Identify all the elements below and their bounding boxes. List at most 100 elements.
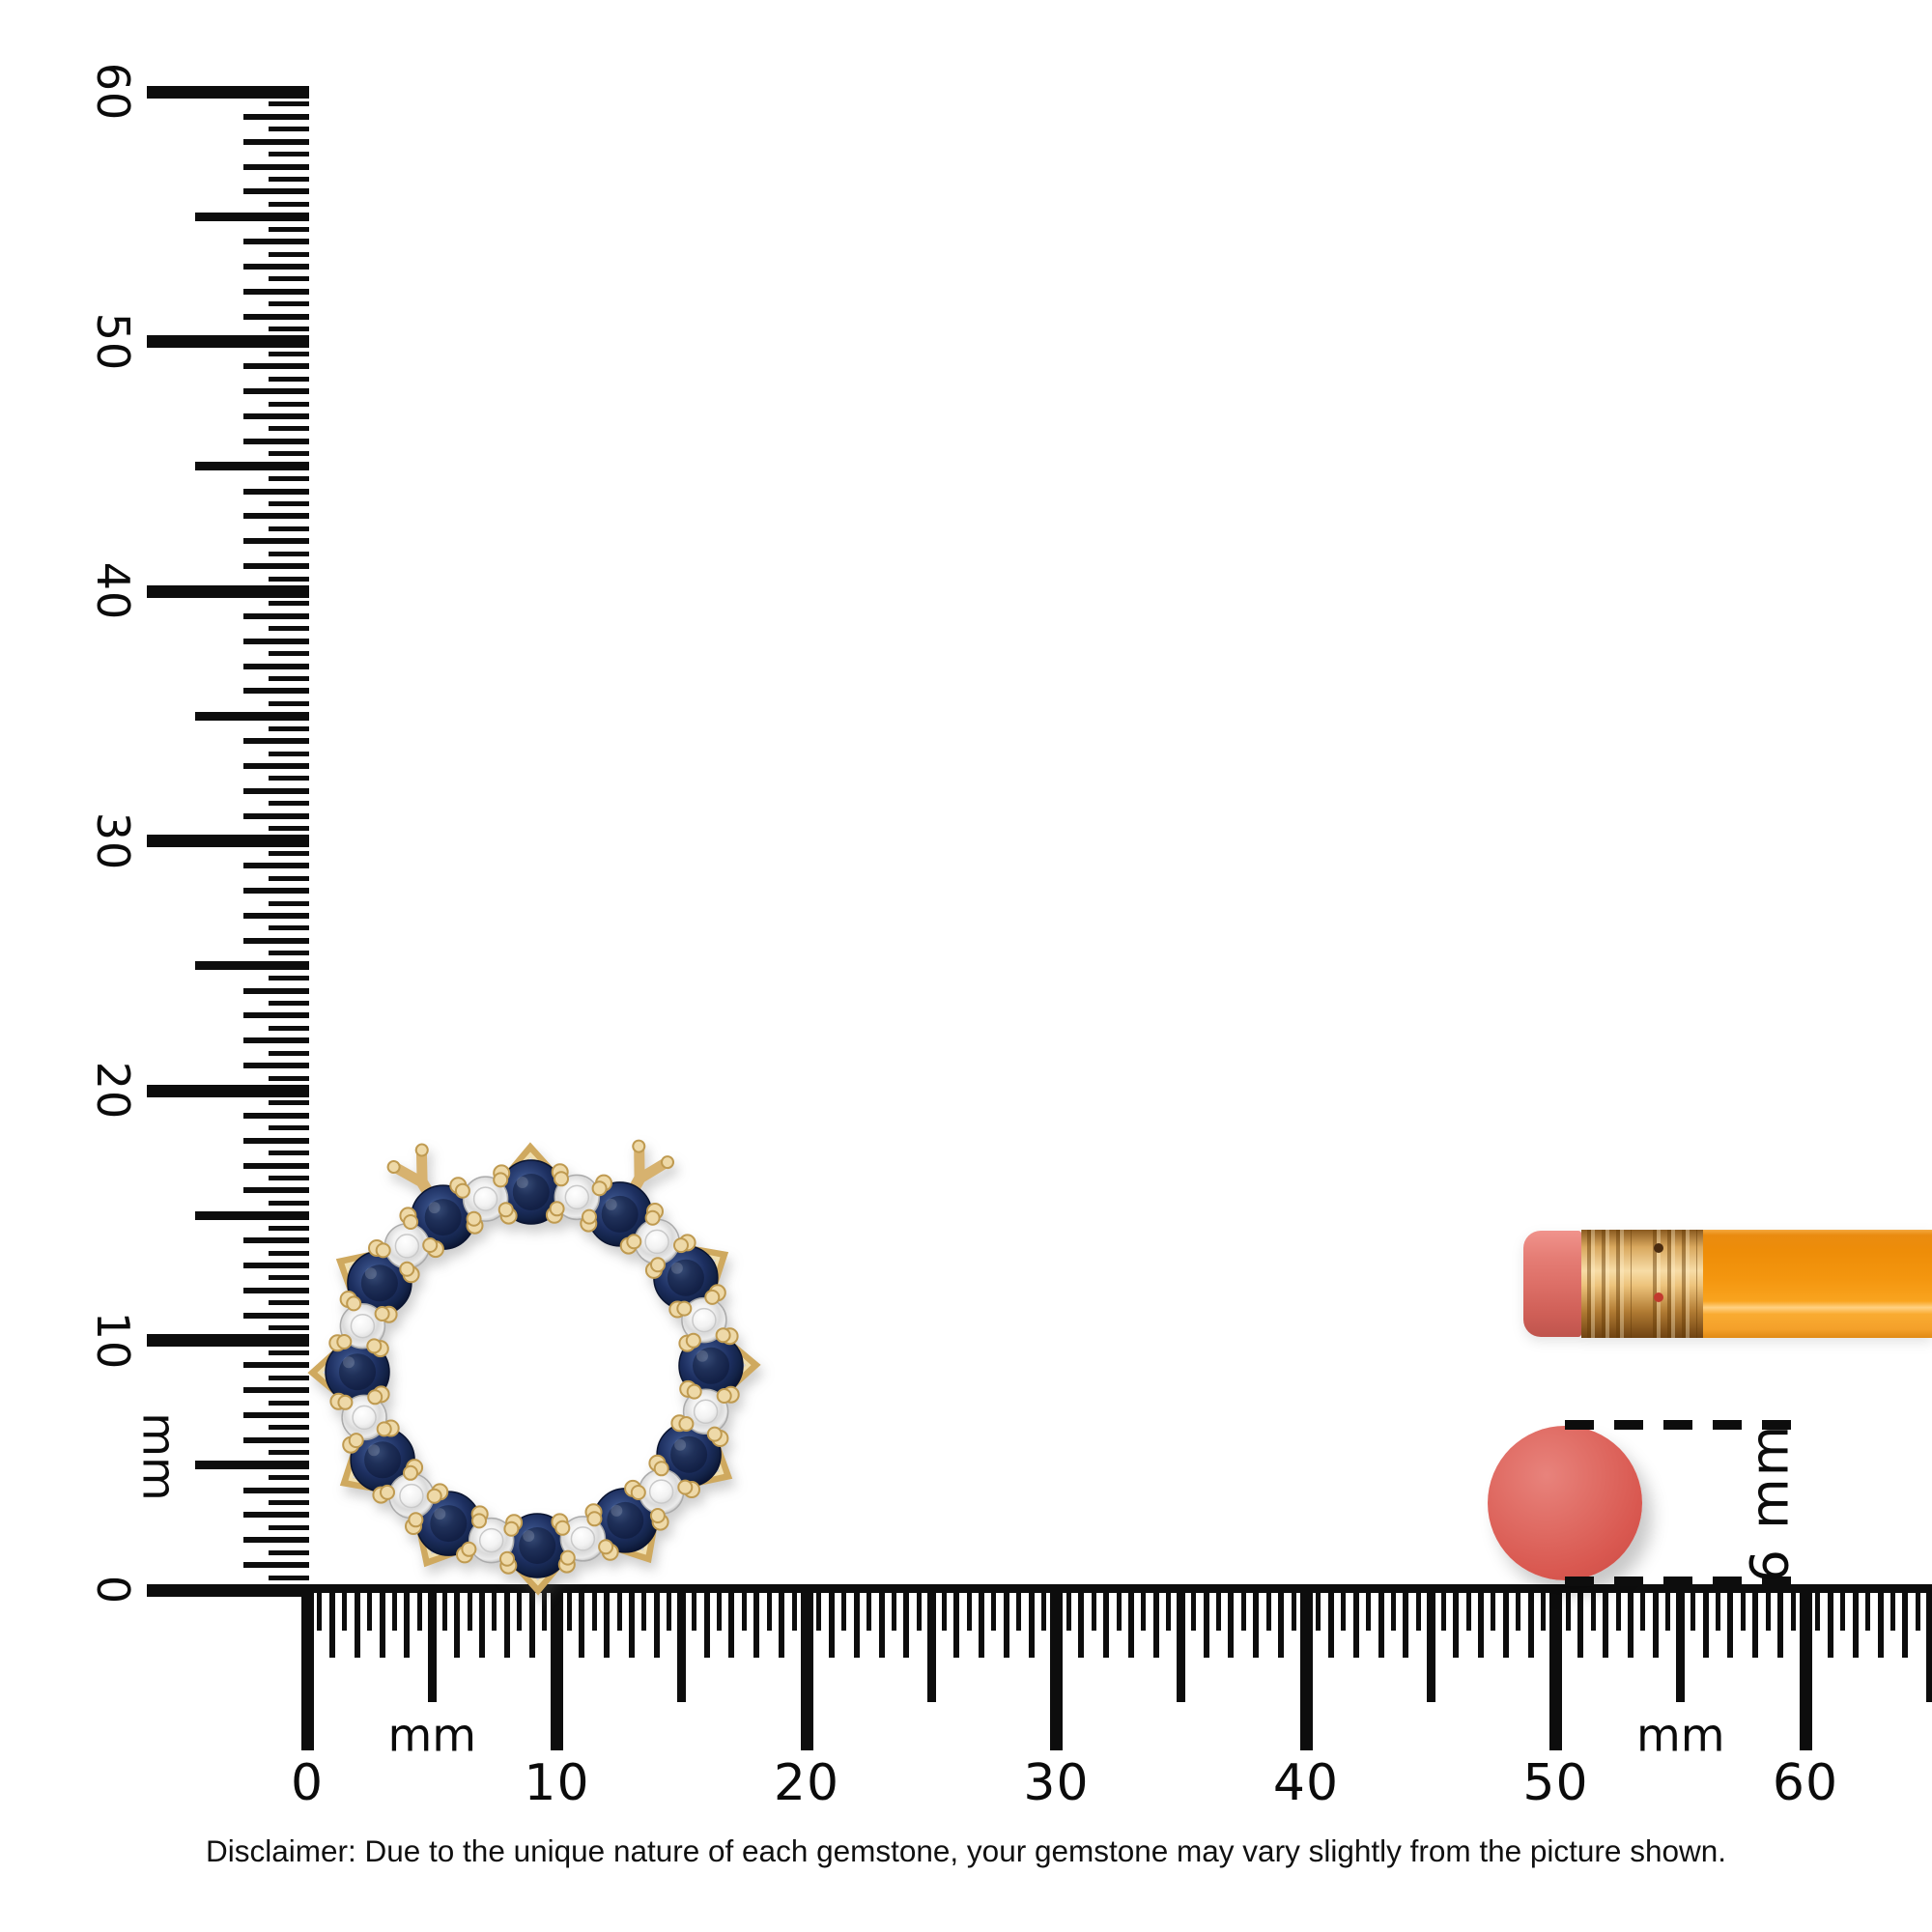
ruler-tick <box>269 875 309 881</box>
ruler-tick <box>542 1586 548 1631</box>
ruler-tick <box>269 401 309 407</box>
ruler-tick <box>1028 1586 1035 1658</box>
prong-bead <box>471 1513 487 1529</box>
horizontal-ruler-number: 50 <box>1522 1754 1589 1812</box>
ruler-tick <box>269 1100 309 1106</box>
ruler-tick <box>604 1586 611 1658</box>
ruler-tick <box>1091 1586 1096 1631</box>
ruler-tick <box>269 1475 309 1481</box>
diamond-stone <box>682 1388 729 1435</box>
ruler-tick <box>243 363 309 370</box>
ruler-tick <box>728 1586 735 1658</box>
sapphire-stone <box>498 1159 564 1225</box>
prong-bead <box>678 1416 695 1432</box>
prong-bead <box>403 1214 419 1230</box>
ruler-tick <box>269 327 309 332</box>
ruler-tick <box>243 138 309 145</box>
ruler-tick <box>243 787 309 794</box>
ruler-tick <box>1915 1586 1920 1631</box>
ruler-tick <box>243 1262 309 1268</box>
ruler-tick <box>503 1586 510 1658</box>
ruler-tick <box>243 1112 309 1119</box>
ruler-tick <box>591 1586 597 1631</box>
ruler-tick <box>1676 1586 1686 1702</box>
prong-bead <box>374 1306 390 1321</box>
ruler-tick <box>269 1001 309 1007</box>
ruler-tick <box>243 1012 309 1019</box>
horizontal-ruler-number: 60 <box>1772 1754 1839 1812</box>
ruler-tick <box>841 1586 847 1631</box>
ruler-tick <box>1577 1586 1584 1658</box>
ruler-tick <box>1141 1586 1147 1631</box>
sapphire-stone <box>350 1427 415 1493</box>
diamond-stone <box>462 1176 509 1222</box>
prong-bead <box>653 1461 669 1477</box>
prong-bead <box>367 1389 384 1406</box>
ruler-tick <box>1615 1586 1621 1631</box>
ruler-tick <box>1865 1586 1871 1631</box>
ruler-tick <box>243 1162 309 1169</box>
ruler-tick <box>243 1436 309 1443</box>
ruler-tick <box>703 1586 710 1658</box>
prong-bead <box>375 1242 391 1259</box>
ruler-tick <box>1203 1586 1209 1658</box>
ruler-tick <box>269 675 309 681</box>
prong-bead <box>422 1237 439 1253</box>
sapphire-stone <box>325 1339 390 1405</box>
ruler-tick <box>269 1125 309 1131</box>
ruler-tick <box>243 513 309 520</box>
ruler-tick <box>243 538 309 545</box>
ruler-tick <box>269 451 309 457</box>
prong-bead <box>715 1327 731 1344</box>
prong-bead <box>686 1383 702 1400</box>
ruler-tick <box>1640 1586 1646 1631</box>
ruler-tick <box>243 888 309 895</box>
ferrule-crimp <box>1587 1230 1632 1338</box>
disclaimer-text: Disclaimer: Due to the unique nature of … <box>205 1833 1726 1868</box>
ruler-tick <box>1050 1586 1063 1750</box>
ruler-tick <box>454 1586 461 1658</box>
ruler-tick <box>243 863 309 869</box>
prong-bead <box>677 1479 694 1495</box>
ruler-tick <box>269 1350 309 1355</box>
ruler-tick <box>1790 1586 1796 1631</box>
ruler-tick <box>1253 1586 1260 1658</box>
ruler-tick <box>269 651 309 657</box>
ruler-tick <box>269 1575 309 1580</box>
ruler-tick <box>1716 1586 1721 1631</box>
ruler-tick <box>243 1412 309 1419</box>
ruler-tick <box>195 462 309 471</box>
ruler-tick <box>478 1586 485 1658</box>
ruler-tick <box>243 1063 309 1069</box>
sapphire-stone <box>653 1244 719 1311</box>
ruler-tick <box>816 1586 822 1631</box>
ruler-tick <box>269 501 309 507</box>
ruler-tick <box>1316 1586 1321 1631</box>
horizontal-ruler-number: 10 <box>524 1754 590 1812</box>
prong-bead <box>348 1433 364 1449</box>
ruler-tick <box>195 1461 309 1470</box>
ruler-tick <box>243 738 309 745</box>
ruler-tick <box>1240 1586 1246 1631</box>
prong-bead <box>591 1180 608 1197</box>
ruler-tick <box>243 913 309 920</box>
prong-bead <box>673 1237 689 1254</box>
ruler-tick <box>800 1586 813 1750</box>
ruler-tick <box>941 1586 947 1631</box>
ruler-tick <box>269 925 309 931</box>
ruler-tick <box>878 1586 885 1658</box>
ruler-tick <box>269 1025 309 1031</box>
ruler-tick <box>269 1075 309 1081</box>
ruler-tick <box>1191 1586 1197 1631</box>
ruler-tick <box>243 1287 309 1293</box>
ruler-tick <box>1840 1586 1846 1631</box>
ruler-tick <box>791 1586 797 1631</box>
horizontal-ruler-number: 40 <box>1272 1754 1340 1812</box>
ruler-tick <box>269 301 309 307</box>
ruler-tick <box>243 239 309 245</box>
ruler-tick <box>269 1375 309 1380</box>
ruler-tick <box>269 1200 309 1206</box>
horizontal-ruler-unit-label: mm <box>1635 1709 1725 1763</box>
dimension-label: 6 mm <box>1739 1423 1801 1583</box>
